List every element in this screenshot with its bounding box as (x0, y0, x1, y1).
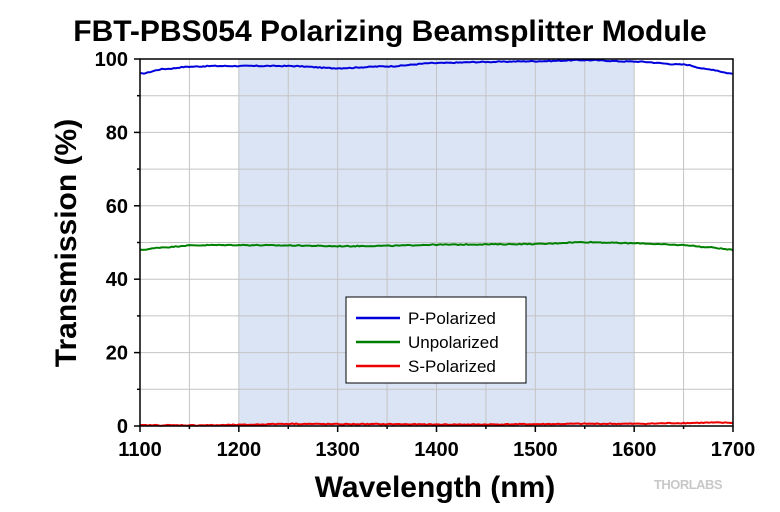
y-tick-label: 20 (106, 343, 128, 365)
x-tick-label: 1700 (711, 439, 756, 461)
y-tick-label: 40 (106, 269, 128, 291)
y-axis-title: Transmission (%) (50, 119, 83, 367)
y-tick-label: 80 (106, 122, 128, 144)
legend-box (345, 296, 527, 384)
series-lines (139, 58, 734, 427)
y-tick-label: 0 (117, 416, 128, 438)
y-tick-label: 100 (95, 49, 128, 71)
legend-label: P-Polarized (408, 309, 496, 328)
x-tick-label: 1400 (414, 439, 459, 461)
series-line-s-polarized (139, 421, 734, 427)
x-axis-title: Wavelength (nm) (315, 471, 556, 504)
series-line-unpolarized (139, 240, 734, 252)
x-tick-label: 1500 (513, 439, 558, 461)
legend: P-Polarized Unpolarized S-Polarized (345, 296, 527, 384)
legend-label: S-Polarized (408, 357, 496, 376)
y-tick-labels: 0 20 40 60 80 100 (95, 49, 128, 438)
y-tick-label: 60 (106, 196, 128, 218)
x-tick-label: 1200 (217, 439, 262, 461)
x-tick-label: 1100 (118, 439, 161, 461)
legend-label: Unpolarized (408, 333, 499, 352)
x-tick-label: 1300 (315, 439, 360, 461)
axis-ticks (134, 58, 734, 432)
x-tick-label: 1600 (612, 439, 657, 461)
thorlabs-logo: THORLABS (654, 477, 723, 492)
x-tick-labels: 1100 1200 1300 1400 1500 1600 1700 (118, 439, 755, 461)
series-line-p-polarized (139, 58, 734, 75)
chart-title: FBT-PBS054 Polarizing Beamsplitter Modul… (73, 15, 706, 48)
